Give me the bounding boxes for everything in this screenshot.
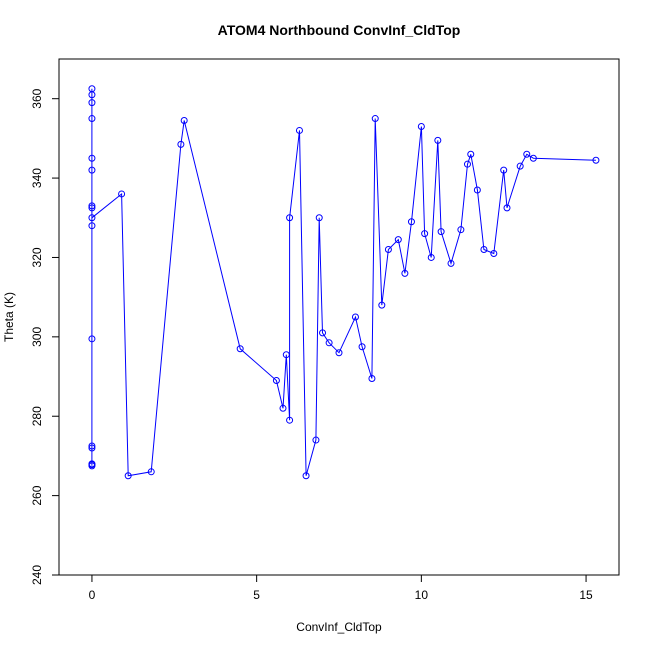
data-point [516,162,524,170]
data-point [88,99,96,107]
data-point [88,202,96,210]
data-point [118,190,126,198]
x-tick-label: 10 [415,588,429,602]
data-point [88,461,96,469]
y-tick-label: 360 [30,88,44,108]
data-point [401,269,409,277]
data-point [177,140,185,148]
data-point [463,160,471,168]
plot-frame [58,58,620,576]
data-point [368,375,376,383]
x-tick-label: 0 [89,588,96,602]
data-point [88,204,96,212]
data-point [427,253,435,261]
data-point [467,150,475,158]
data-point [88,166,96,174]
data-point [302,472,310,480]
chart-title: ATOM4 Northbound ConvInf_CldTop [218,22,461,38]
data-point [325,339,333,347]
data-point [88,214,96,222]
data-point [394,236,402,244]
data-point [384,246,392,254]
data-point [447,259,455,267]
data-point [272,377,280,385]
x-axis-label: ConvInf_CldTop [296,620,382,634]
y-axis: 240 260 280 300 320 340 360 [30,88,60,585]
data-point [490,249,498,257]
data-point [473,186,481,194]
data-point [378,301,386,309]
data-point [417,122,425,130]
y-tick-label: 280 [30,406,44,426]
data-point [319,329,327,337]
data-point [88,91,96,99]
y-tick-label: 320 [30,247,44,267]
y-tick-label: 260 [30,485,44,505]
data-point [457,226,465,234]
data-point [286,416,294,424]
data-point [295,126,303,134]
data-point [480,246,488,254]
data-point [529,154,537,162]
data-point [88,222,96,230]
data-point [282,351,290,359]
data-series [88,85,600,480]
y-tick-label: 240 [30,565,44,585]
y-axis-label: Theta (K) [2,292,16,342]
data-point [523,150,531,158]
data-point [371,115,379,123]
data-point [88,115,96,123]
data-point [88,442,96,450]
y-tick-label: 340 [30,168,44,188]
data-point [236,345,244,353]
data-point [147,468,155,476]
data-point [503,204,511,212]
data-point [335,349,343,357]
data-point [88,444,96,452]
x-tick-label: 15 [579,588,593,602]
data-point [434,136,442,144]
data-point [421,230,429,238]
data-point [592,156,600,164]
data-point [312,436,320,444]
data-point [180,117,188,125]
data-point [358,343,366,351]
y-tick-label: 300 [30,327,44,347]
data-point [407,218,415,226]
data-point [88,335,96,343]
x-tick-label: 5 [253,588,260,602]
series-1-line [91,88,596,477]
data-point [88,154,96,162]
data-point [286,214,294,222]
data-point [437,228,445,236]
data-point [279,404,287,412]
data-point [315,214,323,222]
data-point [351,313,359,321]
x-axis: 0 5 10 15 [89,574,593,602]
data-point [500,166,508,174]
data-point [124,472,132,480]
